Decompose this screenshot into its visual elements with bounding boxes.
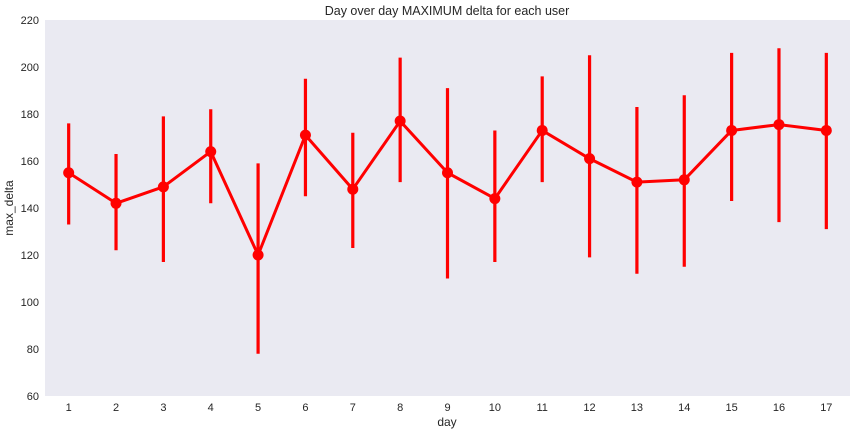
- data-point: [726, 124, 738, 136]
- x-tick-label: 15: [725, 402, 737, 414]
- y-tick-label: 200: [21, 62, 39, 74]
- data-point: [299, 129, 311, 141]
- data-point: [442, 167, 453, 179]
- x-tick-label: 11: [536, 402, 547, 414]
- x-tick-label: 16: [773, 402, 785, 414]
- data-point: [110, 197, 122, 209]
- x-axis-ticks: 1 2 3 4 5 6 7 8 9 10 11 12 13 14 15 16 17: [66, 402, 833, 414]
- x-tick-label: 4: [208, 402, 214, 414]
- x-tick-label: 17: [820, 402, 832, 414]
- data-point: [631, 176, 643, 188]
- data-point: [678, 174, 690, 186]
- x-tick-label: 6: [302, 402, 308, 414]
- data-point: [205, 146, 217, 158]
- y-tick-label: 140: [21, 203, 39, 215]
- x-tick-label: 1: [66, 402, 72, 414]
- data-point: [157, 181, 169, 193]
- x-tick-label: 8: [397, 402, 403, 414]
- x-tick-label: 3: [160, 402, 166, 414]
- x-tick-label: 12: [583, 402, 595, 414]
- x-tick-label: 13: [631, 402, 643, 414]
- data-point: [584, 153, 596, 165]
- y-axis-label: max_delta: [2, 180, 16, 236]
- x-tick-label: 7: [350, 402, 356, 414]
- y-axis-ticks: 60 80 100 120 140 160 180 200 220: [21, 15, 39, 403]
- y-tick-label: 60: [27, 391, 39, 403]
- data-point: [394, 115, 406, 127]
- data-point: [773, 119, 785, 131]
- data-point: [347, 183, 359, 195]
- x-tick-label: 5: [255, 402, 261, 414]
- y-tick-label: 120: [21, 250, 39, 262]
- x-tick-label: 2: [113, 402, 119, 414]
- x-tick-label: 10: [489, 402, 501, 414]
- data-point: [536, 124, 548, 136]
- data-point: [63, 167, 75, 179]
- data-point: [252, 249, 264, 261]
- y-tick-label: 180: [21, 109, 39, 121]
- x-axis-label: day: [437, 415, 456, 429]
- x-tick-label: 14: [678, 402, 690, 414]
- x-tick-label: 9: [444, 402, 450, 414]
- data-point: [489, 193, 501, 205]
- y-tick-label: 100: [21, 297, 39, 309]
- data-points: [63, 115, 832, 261]
- y-tick-label: 160: [21, 156, 39, 168]
- y-tick-label: 80: [27, 344, 39, 356]
- y-tick-label: 220: [21, 15, 39, 27]
- chart-title: Day over day MAXIMUM delta for each user: [325, 4, 570, 18]
- data-point: [820, 124, 832, 136]
